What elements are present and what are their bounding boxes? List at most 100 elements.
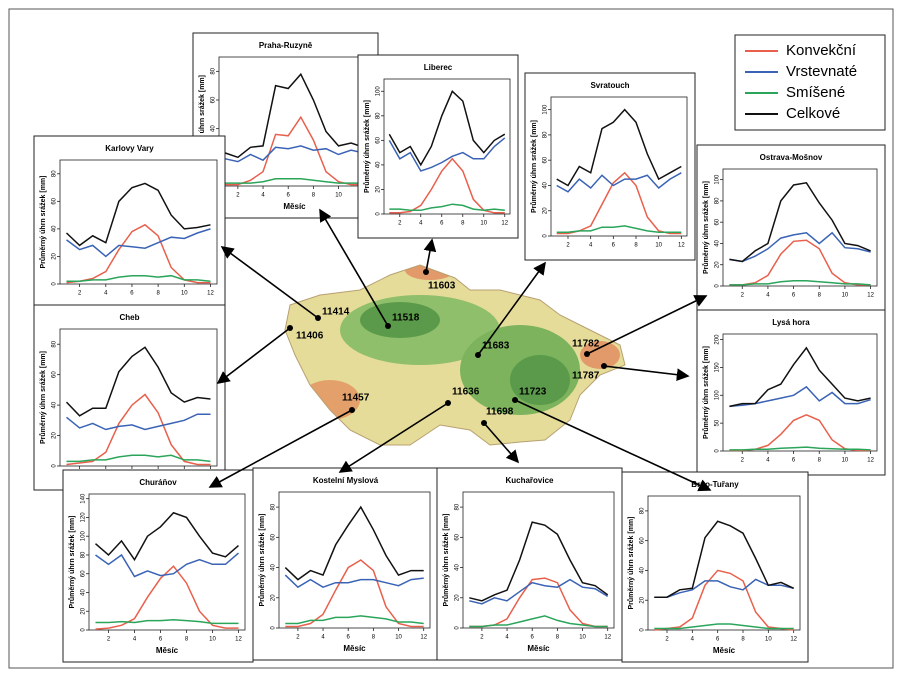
y-tick-label: 200: [715, 334, 721, 345]
arrow: [604, 366, 688, 376]
y-tick-label: 20: [52, 432, 58, 439]
legend-label: Konvekční: [786, 42, 857, 59]
y-tick-label: 80: [715, 197, 721, 204]
chart-title: Karlovy Vary: [105, 144, 154, 153]
station-label: 11414: [322, 307, 350, 318]
x-tick-label: 12: [790, 637, 797, 643]
panel-box: [63, 470, 253, 662]
y-tick-label: 20: [715, 261, 721, 268]
station-label: 11698: [486, 407, 514, 418]
arrow: [222, 247, 318, 318]
y-tick-label: 100: [81, 531, 87, 542]
chart-panel: Churáňov02040608010012014024681012MěsícP…: [63, 470, 253, 662]
station-label: 11723: [519, 387, 547, 398]
y-tick-label: 80: [52, 340, 58, 347]
chart-panel: Karlovy Vary02040608024681012Průměrný úh…: [34, 136, 225, 308]
x-axis-label: Měsíc: [527, 644, 550, 653]
y-tick-label: 40: [81, 588, 87, 595]
chart-title: Churáňov: [139, 478, 177, 487]
y-tick-label: 80: [271, 503, 277, 510]
station-label: 11406: [296, 331, 324, 342]
x-axis-label: Měsíc: [156, 646, 179, 655]
y-tick-label: 80: [211, 67, 217, 74]
arrow: [587, 296, 706, 354]
y-tick-label: 60: [271, 533, 277, 540]
y-tick-label: 20: [543, 207, 549, 214]
chart-title: Kuchařovice: [505, 476, 554, 485]
y-tick-label: 20: [376, 185, 382, 192]
y-tick-label: 20: [81, 607, 87, 614]
x-tick-label: 10: [480, 221, 487, 227]
y-tick-label: 40: [52, 225, 58, 232]
y-axis-label: Průměrný úhrn srážek [mm]: [258, 514, 266, 607]
panel-box: [437, 468, 622, 660]
y-tick-label: 40: [715, 239, 721, 246]
x-tick-label: 10: [335, 193, 342, 199]
y-tick-label: 60: [211, 96, 217, 103]
x-axis-label: Měsíc: [343, 644, 366, 653]
y-tick-label: 100: [715, 174, 721, 185]
x-tick-label: 10: [181, 291, 188, 297]
x-tick-label: 12: [501, 221, 508, 227]
y-tick-label: 80: [81, 551, 87, 558]
y-axis-label: Průměrný úhrn srážek [mm]: [363, 100, 371, 193]
chart-title: Kostelní Myslová: [313, 476, 379, 485]
y-tick-label: 20: [271, 594, 277, 601]
x-tick-label: 10: [209, 637, 216, 643]
y-tick-label: 60: [455, 533, 461, 540]
legend-label: Celkové: [786, 105, 840, 122]
x-tick-label: 10: [842, 293, 849, 299]
chart-panel: Svratouch02040608010024681012Průměrný úh…: [525, 73, 695, 260]
station-label: 11518: [392, 313, 420, 324]
y-tick-label: 60: [52, 371, 58, 378]
y-tick-label: 150: [715, 362, 721, 373]
x-tick-label: 10: [842, 458, 849, 464]
y-tick-label: 40: [640, 566, 646, 573]
panel-box: [622, 472, 808, 662]
x-tick-label: 12: [867, 458, 874, 464]
y-tick-label: 60: [715, 218, 721, 225]
chart-title: Cheb: [120, 313, 140, 322]
y-axis-label: Průměrný úhrn srážek [mm]: [442, 514, 450, 607]
chart-panel: Cheb02040608024681012Průměrný úhrn sráže…: [34, 305, 225, 490]
chart-title: Liberec: [424, 63, 453, 72]
station-label: 11603: [428, 281, 456, 292]
y-tick-label: 40: [543, 181, 549, 188]
y-tick-label: 40: [271, 564, 277, 571]
x-tick-label: 12: [207, 291, 214, 297]
x-tick-label: 12: [420, 635, 427, 641]
x-tick-label: 12: [235, 637, 242, 643]
station-label: 11787: [572, 371, 600, 382]
station-label: 11782: [572, 339, 600, 350]
legend: KonvekčníVrstevnatéSmíšenéCelkové: [735, 35, 885, 130]
y-tick-label: 50: [715, 419, 721, 426]
x-tick-label: 12: [604, 635, 611, 641]
y-axis-label: Průměrný úhrn srážek [mm]: [530, 120, 538, 213]
x-tick-label: 12: [678, 243, 685, 249]
y-tick-label: 40: [376, 161, 382, 168]
y-axis-label: Průměrný úhrn srážek [mm]: [68, 516, 76, 609]
y-tick-label: 100: [376, 86, 382, 97]
y-tick-label: 80: [455, 503, 461, 510]
chart-title: Lysá hora: [772, 318, 810, 327]
y-tick-label: 20: [640, 596, 646, 603]
y-axis-label: Průměrný úhrn srážek [mm]: [39, 176, 47, 269]
y-tick-label: 40: [52, 401, 58, 408]
x-tick-label: 10: [395, 635, 402, 641]
y-tick-label: 40: [455, 564, 461, 571]
station-label: 11636: [452, 387, 480, 398]
y-axis-label: Průměrný úhrn srážek [mm]: [702, 181, 710, 274]
chart-title: Ostrava-Mošnov: [760, 153, 823, 162]
chart-title: Svratouch: [590, 81, 629, 90]
y-tick-label: 20: [52, 252, 58, 259]
x-tick-label: 10: [579, 635, 586, 641]
x-tick-label: 10: [765, 637, 772, 643]
y-tick-label: 60: [640, 537, 646, 544]
y-tick-label: 20: [455, 594, 461, 601]
y-tick-label: 80: [543, 131, 549, 138]
y-tick-label: 80: [52, 170, 58, 177]
y-tick-label: 140: [81, 493, 87, 504]
y-tick-label: 100: [715, 390, 721, 401]
